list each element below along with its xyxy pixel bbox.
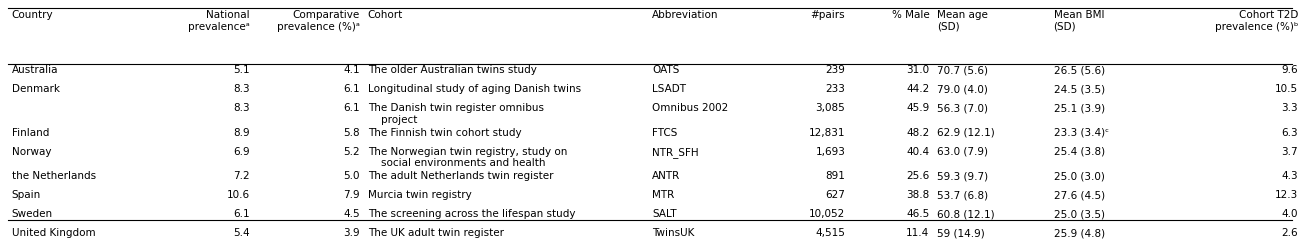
Text: 891: 891	[825, 171, 846, 181]
Text: Abbreviation: Abbreviation	[652, 10, 718, 20]
Text: TwinsUK: TwinsUK	[652, 228, 695, 238]
Text: 233: 233	[825, 84, 846, 94]
Text: 6.9: 6.9	[234, 147, 249, 157]
Text: 11.4: 11.4	[907, 228, 929, 238]
Text: 25.1 (3.9): 25.1 (3.9)	[1053, 103, 1104, 113]
Text: 59.3 (9.7): 59.3 (9.7)	[937, 171, 989, 181]
Text: The Finnish twin cohort study: The Finnish twin cohort study	[368, 128, 521, 138]
Text: 5.4: 5.4	[234, 228, 249, 238]
Text: LSADT: LSADT	[652, 84, 686, 94]
Text: Omnibus 2002: Omnibus 2002	[652, 103, 729, 113]
Text: Spain: Spain	[12, 190, 42, 200]
Text: National
prevalenceᵃ: National prevalenceᵃ	[188, 10, 249, 32]
Text: The Norwegian twin registry, study on
    social environments and health: The Norwegian twin registry, study on so…	[368, 147, 568, 168]
Text: #pairs: #pairs	[811, 10, 846, 20]
Text: Sweden: Sweden	[12, 209, 53, 219]
Text: 10.5: 10.5	[1276, 84, 1298, 94]
Text: United Kingdom: United Kingdom	[12, 228, 95, 238]
Text: % Male: % Male	[891, 10, 929, 20]
Text: 44.2: 44.2	[907, 84, 929, 94]
Text: 4.1: 4.1	[343, 65, 360, 75]
Text: Mean BMI
(SD): Mean BMI (SD)	[1053, 10, 1104, 32]
Text: 23.3 (3.4)ᶜ: 23.3 (3.4)ᶜ	[1053, 128, 1108, 138]
Text: 25.4 (3.8): 25.4 (3.8)	[1053, 147, 1104, 157]
Text: 4.3: 4.3	[1282, 171, 1298, 181]
Text: 25.0 (3.5): 25.0 (3.5)	[1053, 209, 1104, 219]
Text: 5.2: 5.2	[343, 147, 360, 157]
Text: Murcia twin registry: Murcia twin registry	[368, 190, 472, 200]
Text: Longitudinal study of aging Danish twins: Longitudinal study of aging Danish twins	[368, 84, 581, 94]
Text: MTR: MTR	[652, 190, 674, 200]
Text: 56.3 (7.0): 56.3 (7.0)	[937, 103, 989, 113]
Text: 239: 239	[825, 65, 846, 75]
Text: 25.9 (4.8): 25.9 (4.8)	[1053, 228, 1104, 238]
Text: 6.1: 6.1	[343, 84, 360, 94]
Text: 46.5: 46.5	[907, 209, 929, 219]
Text: The adult Netherlands twin register: The adult Netherlands twin register	[368, 171, 553, 181]
Text: 59 (14.9): 59 (14.9)	[937, 228, 985, 238]
Text: 12.3: 12.3	[1274, 190, 1298, 200]
Text: Finland: Finland	[12, 128, 49, 138]
Text: 3.7: 3.7	[1282, 147, 1298, 157]
Text: 4.0: 4.0	[1282, 209, 1298, 219]
Text: SALT: SALT	[652, 209, 677, 219]
Text: 6.1: 6.1	[343, 103, 360, 113]
Text: The older Australian twins study: The older Australian twins study	[368, 65, 536, 75]
Text: 6.3: 6.3	[1282, 128, 1298, 138]
Text: ANTR: ANTR	[652, 171, 681, 181]
Text: 38.8: 38.8	[907, 190, 929, 200]
Text: The UK adult twin register: The UK adult twin register	[368, 228, 504, 238]
Text: 627: 627	[825, 190, 846, 200]
Text: Australia: Australia	[12, 65, 58, 75]
Text: Denmark: Denmark	[12, 84, 60, 94]
Text: 4,515: 4,515	[816, 228, 846, 238]
Text: 79.0 (4.0): 79.0 (4.0)	[937, 84, 989, 94]
Text: Comparative
prevalence (%)ᵃ: Comparative prevalence (%)ᵃ	[277, 10, 360, 32]
Text: 3,085: 3,085	[816, 103, 846, 113]
Text: 12,831: 12,831	[809, 128, 846, 138]
Text: 31.0: 31.0	[907, 65, 929, 75]
Text: Mean age
(SD): Mean age (SD)	[937, 10, 989, 32]
Text: 24.5 (3.5): 24.5 (3.5)	[1053, 84, 1104, 94]
Text: 10.6: 10.6	[227, 190, 249, 200]
Text: 7.9: 7.9	[343, 190, 360, 200]
Text: 1,693: 1,693	[816, 147, 846, 157]
Text: 53.7 (6.8): 53.7 (6.8)	[937, 190, 989, 200]
Text: 5.1: 5.1	[234, 65, 249, 75]
Text: 70.7 (5.6): 70.7 (5.6)	[937, 65, 989, 75]
Text: 3.3: 3.3	[1282, 103, 1298, 113]
Text: 48.2: 48.2	[907, 128, 929, 138]
Text: Cohort: Cohort	[368, 10, 403, 20]
Text: 4.5: 4.5	[343, 209, 360, 219]
Text: The Danish twin register omnibus
    project: The Danish twin register omnibus project	[368, 103, 544, 125]
Text: 7.2: 7.2	[234, 171, 249, 181]
Text: 3.9: 3.9	[343, 228, 360, 238]
Text: Country: Country	[12, 10, 53, 20]
Text: the Netherlands: the Netherlands	[12, 171, 96, 181]
Text: FTCS: FTCS	[652, 128, 678, 138]
Text: Norway: Norway	[12, 147, 51, 157]
Text: Cohort T2D
prevalence (%)ᵇ: Cohort T2D prevalence (%)ᵇ	[1215, 10, 1298, 32]
Text: 8.9: 8.9	[234, 128, 249, 138]
Text: The screening across the lifespan study: The screening across the lifespan study	[368, 209, 575, 219]
Text: 62.9 (12.1): 62.9 (12.1)	[937, 128, 995, 138]
Text: 25.0 (3.0): 25.0 (3.0)	[1053, 171, 1104, 181]
Text: 10,052: 10,052	[809, 209, 846, 219]
Text: 25.6: 25.6	[907, 171, 929, 181]
Text: 8.3: 8.3	[234, 103, 249, 113]
Text: NTR_SFH: NTR_SFH	[652, 147, 699, 158]
Text: 5.0: 5.0	[343, 171, 360, 181]
Text: 60.8 (12.1): 60.8 (12.1)	[937, 209, 995, 219]
Text: 2.6: 2.6	[1282, 228, 1298, 238]
Text: 45.9: 45.9	[907, 103, 929, 113]
Text: 9.6: 9.6	[1282, 65, 1298, 75]
Text: 6.1: 6.1	[234, 209, 249, 219]
Text: 27.6 (4.5): 27.6 (4.5)	[1053, 190, 1104, 200]
Text: OATS: OATS	[652, 65, 679, 75]
Text: 26.5 (5.6): 26.5 (5.6)	[1053, 65, 1104, 75]
Text: 8.3: 8.3	[234, 84, 249, 94]
Text: 5.8: 5.8	[343, 128, 360, 138]
Text: 63.0 (7.9): 63.0 (7.9)	[937, 147, 989, 157]
Text: 40.4: 40.4	[907, 147, 929, 157]
